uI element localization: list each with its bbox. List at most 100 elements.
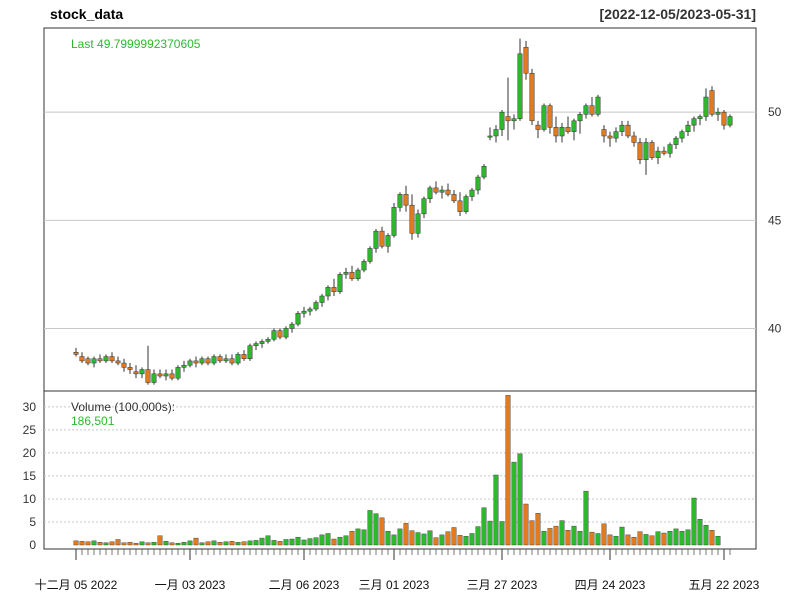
candle-body [145,369,151,383]
candle [451,190,457,204]
candle [187,358,193,368]
candle-body [319,295,325,303]
volume-bar [109,541,115,546]
candle-body [355,269,361,279]
candle-body [649,142,655,158]
candle [559,122,565,143]
candle [601,125,607,143]
volume-bar [175,542,181,546]
volume-bar [157,535,163,546]
volume-bar [529,520,535,546]
candle [673,135,679,149]
candle [715,107,721,121]
candle-body [373,230,379,249]
candle [343,267,349,279]
volume-bar-series [73,395,721,546]
volume-panel-frame [43,390,757,550]
volume-bar [625,534,631,546]
candle-body [511,118,517,122]
candle [109,352,115,364]
candle [79,352,85,364]
candle-body [529,73,535,122]
candle [127,363,133,374]
volume-label: Volume (100,000s): [71,400,175,414]
volume-bar [619,526,625,546]
volume-bar [187,540,193,546]
candle-body [415,213,421,234]
volume-bar [139,541,145,546]
candle-body [685,124,691,132]
volume-bar [517,453,523,546]
volume-bar [145,542,151,546]
volume-bar [349,530,355,546]
candle [181,360,187,372]
volume-bar [133,542,139,546]
candle [85,356,91,366]
candle-body [361,261,367,271]
candle-body [79,356,85,362]
volume-bar [691,497,697,546]
candle-body [583,105,589,115]
candle-body [727,116,733,126]
volume-tick-label: 20 [23,446,37,460]
candle [229,354,235,366]
volume-bar [211,540,217,546]
candle [487,127,493,141]
candle [727,114,733,128]
candle-body [577,114,583,122]
candle [217,354,223,364]
candle-body [163,373,169,377]
candle-body [367,248,373,262]
candle [709,86,715,117]
volume-bar [511,461,517,546]
candle [193,356,199,368]
candle-body [541,105,547,130]
candle-body [709,90,715,115]
volume-bar [313,537,319,546]
candle-body [277,330,283,338]
volume-bar [601,523,607,546]
candle-body [499,111,505,130]
volume-bar [367,510,373,546]
volume-bar [493,474,499,546]
candle-body [547,105,553,128]
candle [499,110,505,136]
volume-bar [127,542,133,546]
candle [631,131,637,147]
candle-body [259,341,265,344]
candle [319,293,325,307]
candle [283,326,289,340]
candle-body [103,356,109,362]
volume-bar [457,535,463,546]
volume-bar [259,537,265,546]
candle [169,369,175,381]
candle [157,369,163,379]
volume-bar [217,542,223,546]
candle [541,103,547,132]
candle-body [331,287,337,292]
candle-body [481,165,487,178]
volume-bar [715,536,721,546]
candle [145,345,151,385]
candle-body [643,142,649,161]
candle [595,94,601,117]
price-grid: 40 45 50 [44,105,782,335]
candle [379,226,385,249]
volume-bar [433,537,439,546]
last-price-prefix: Last [71,37,94,51]
candle-body [553,127,559,137]
candle-body [559,127,565,137]
candle-body [661,150,667,154]
candle-body [337,274,343,292]
candle [349,265,355,281]
volume-bar [301,539,307,546]
volume-bar [235,542,241,546]
candle [337,272,343,294]
candle [439,185,445,199]
candle-body [133,371,139,375]
candle [433,181,439,195]
candle [409,194,415,240]
candle-body [307,308,313,312]
candle-body [295,313,301,325]
candle-body [229,358,235,364]
